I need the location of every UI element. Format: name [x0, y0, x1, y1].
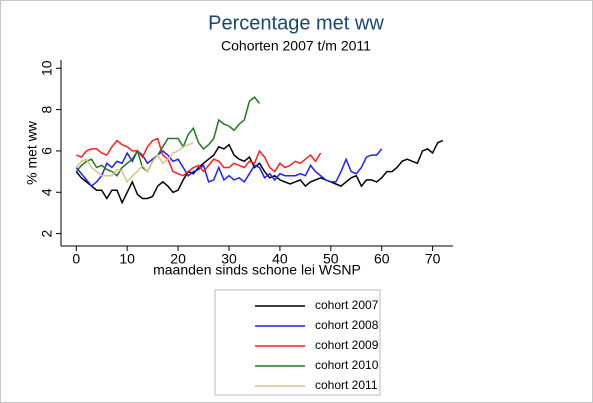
- legend-label: cohort 2008: [315, 318, 379, 332]
- chart-subtitle: Cohorten 2007 t/m 2011: [221, 38, 371, 54]
- y-tick-label: 8: [39, 105, 55, 113]
- chart-title: Percentage met ww: [208, 12, 384, 34]
- x-tick-label: 10: [119, 251, 135, 267]
- series-line: [75, 142, 194, 184]
- series-line: [76, 137, 322, 177]
- legend-label: cohort 2007: [315, 298, 379, 312]
- y-tick-label: 2: [39, 229, 55, 237]
- y-tick-label: 6: [39, 147, 55, 155]
- x-tick-label: 0: [72, 251, 80, 267]
- legend-box: [214, 289, 381, 396]
- x-tick-label: 40: [272, 251, 288, 267]
- legend-label: cohort 2010: [315, 358, 379, 372]
- x-tick-label: 50: [323, 251, 339, 267]
- series-line: [75, 96, 261, 177]
- x-tick-label: 70: [425, 251, 441, 267]
- series-line: [75, 148, 383, 188]
- y-tick-label: 4: [39, 188, 55, 196]
- series-line: [75, 139, 444, 205]
- x-tick-label: 30: [221, 251, 237, 267]
- x-tick-label: 20: [170, 251, 186, 267]
- x-tick-label: 60: [374, 251, 390, 267]
- y-tick-label: 10: [39, 60, 55, 76]
- y-axis-label: % met ww: [24, 120, 40, 185]
- legend-label: cohort 2011: [315, 378, 378, 392]
- x-axis-label: maanden sinds schone lei WSNP: [153, 262, 361, 278]
- legend-label: cohort 2009: [315, 338, 379, 352]
